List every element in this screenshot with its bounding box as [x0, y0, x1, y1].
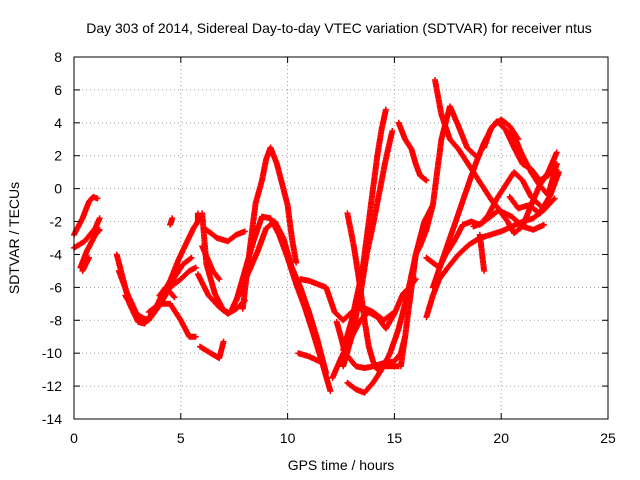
series-track-20: [295, 350, 323, 365]
plus-marker-point: [122, 254, 195, 324]
y-tick-label: -14: [42, 411, 62, 427]
plus-marker-point: [344, 210, 402, 373]
series-track-34: [470, 149, 560, 237]
plus-marker-point: [145, 300, 199, 340]
chart-title: Day 303 of 2014, Sidereal Day-to-day VTE…: [86, 20, 592, 36]
plus-marker-point: [395, 119, 430, 184]
axis-ticks: 0 5 10 15 20 25 -14 -12 -10 -8 -6 -4 -2 0 2 4 6 8: [42, 49, 616, 446]
x-tick-label: 15: [387, 430, 403, 446]
series-track-27: [395, 119, 430, 184]
series-track-18: [239, 144, 300, 312]
plus-marker-point: [79, 254, 92, 274]
series-track-9: [156, 284, 178, 301]
x-tick-label: 25: [600, 430, 616, 446]
series-track-26: [344, 210, 402, 373]
plus-marker-point: [77, 226, 103, 271]
plus-marker-point: [506, 169, 562, 217]
y-tick-label: -4: [50, 246, 63, 262]
y-tick-label: 8: [54, 49, 62, 65]
x-tick-label: 0: [70, 430, 78, 446]
data-series: [71, 77, 562, 396]
series-track-37: [506, 169, 562, 217]
y-tick-label: -2: [50, 214, 63, 230]
plus-marker-point: [156, 284, 178, 301]
plus-marker-point: [199, 210, 231, 316]
y-tick-label: 0: [54, 181, 62, 197]
plus-marker-point: [167, 215, 176, 228]
series-track-12: [203, 226, 248, 245]
x-tick-label: 10: [280, 430, 296, 446]
x-axis-label: GPS time / hours: [288, 457, 395, 473]
plus-marker-point: [295, 350, 323, 365]
plus-marker-point: [194, 271, 248, 317]
series-track-8: [145, 300, 199, 340]
series-track-7: [122, 254, 195, 324]
plus-marker-point: [197, 338, 227, 362]
plus-marker-point: [115, 264, 199, 324]
series-track-36: [476, 231, 488, 274]
x-tick-label: 20: [493, 430, 509, 446]
plus-marker-point: [476, 231, 488, 274]
series-track-6: [115, 264, 199, 324]
y-tick-label: 4: [54, 115, 62, 131]
series-track-11: [199, 210, 231, 316]
series-track-4: [79, 254, 92, 274]
series-track-13: [199, 243, 223, 283]
plus-marker-point: [203, 226, 248, 245]
plus-marker-point: [470, 149, 560, 237]
y-tick-label: 2: [54, 148, 62, 164]
series-track-10: [167, 215, 176, 228]
x-tick-label: 5: [177, 430, 185, 446]
series-track-14: [194, 271, 248, 317]
plus-marker-point: [199, 243, 223, 283]
series-track-3: [77, 226, 103, 271]
y-tick-label: -6: [50, 279, 63, 295]
y-tick-label: -10: [42, 345, 62, 361]
series-track-15: [197, 338, 227, 362]
plot-frame: [73, 56, 609, 420]
y-tick-label: 6: [54, 82, 62, 98]
y-tick-label: -8: [50, 312, 63, 328]
y-axis-label: SDTVAR / TECUs: [6, 182, 22, 294]
y-tick-label: -12: [42, 378, 62, 394]
plus-marker-point: [239, 144, 300, 312]
